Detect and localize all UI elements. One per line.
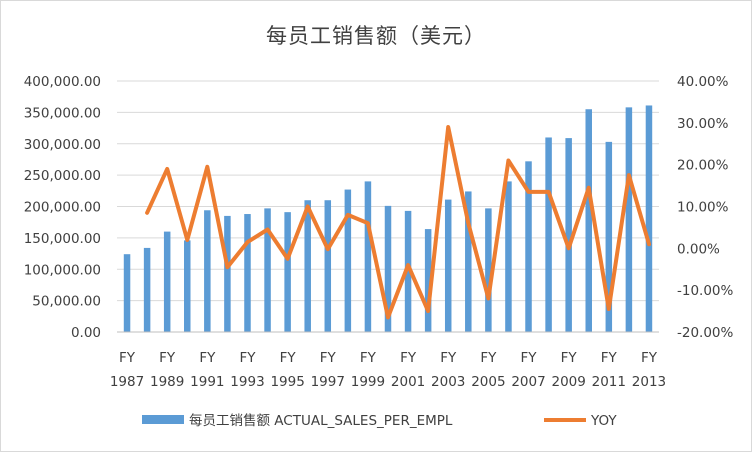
x-tick-label: FY 2001 [391,350,425,390]
bar [364,181,372,332]
bar [264,208,271,332]
x-tick-label: FY 1999 [351,350,385,390]
x-tick-label-line2: 2013 [632,374,666,390]
y-right-tick-label: 0.00% [677,241,720,257]
y-axis-right: -20.00% -10.00% 0.00% 10.00% 20.00% 30.00% 40.… [677,74,734,341]
bar [123,254,131,332]
y-left-tick-label: 400,000.00 [24,74,101,90]
y-right-tick-label: -10.00% [677,283,734,299]
yoy-line [145,125,651,320]
x-tick-label-line1: FY [280,350,297,366]
x-tick-label: FY 1995 [270,350,304,390]
bar [344,189,352,332]
x-tick-label-line1: FY [320,350,337,366]
bar [545,137,552,332]
bar [204,210,211,332]
bar [404,210,412,332]
x-tick-label-line1: FY [119,350,136,366]
x-tick-label: FY 2009 [551,350,585,390]
legend: 每员工销售额 ACTUAL_SALES_PER_EMPL YOY [142,413,617,429]
x-tick-label: FY 2003 [431,350,465,390]
bar [585,109,592,332]
x-tick-label-line1: FY [400,350,417,366]
x-tick-label-line1: FY [360,350,377,366]
bar [143,247,151,332]
y-left-tick-label: 250,000.00 [24,168,101,184]
x-tick-label-line2: 1997 [311,374,345,390]
bar [565,138,572,332]
x-tick-label-line1: FY [199,350,216,366]
y-right-tick-label: 10.00% [677,200,729,216]
bar [444,199,452,332]
y-right-tick-label: -20.00% [677,325,734,341]
x-axis: FY 1987 FY 1989 FY 1991 FY 1993 FY 1995 FY 1997 FY 19… [110,331,666,390]
bar [284,212,291,332]
bar [384,205,392,332]
x-tick-label-line2: 1993 [230,374,264,390]
bar [304,200,311,332]
legend-line-label: YOY [590,413,617,429]
legend-bar-swatch [142,415,184,424]
x-tick-label: FY 2005 [471,350,505,390]
bar [625,107,633,332]
y-left-tick-label: 50,000.00 [32,294,101,310]
x-tick-label: FY 1993 [230,350,264,390]
x-tick-label-line2: 2001 [391,374,425,390]
bar [163,231,171,332]
bar [224,215,231,332]
bar [244,214,251,332]
bar [485,208,492,332]
x-tick-label: FY 1989 [150,350,184,390]
line-series [145,125,651,320]
chart-title: 每员工销售额（美元） [266,24,486,48]
x-tick-label-line2: 2007 [511,374,545,390]
x-tick-label-line2: 1987 [110,374,144,390]
x-tick-label-line1: FY [521,350,538,366]
bar [424,229,432,332]
x-tick-label-line1: FY [239,350,256,366]
y-axis-left: 0.00 50,000.00 100,000.00 150,000.00 200,000… [24,74,101,341]
x-tick-label-line1: FY [641,350,658,366]
bar [525,161,532,332]
bar [465,191,472,332]
y-left-tick-label: 300,000.00 [24,137,101,153]
x-tick-label-line1: FY [480,350,497,366]
x-tick-label-line2: 2005 [471,374,505,390]
x-tick-label: FY 1987 [110,350,144,390]
x-tick-label-line2: 2003 [431,374,465,390]
x-tick-label-line1: FY [159,350,176,366]
legend-bar-label: 每员工销售额 ACTUAL_SALES_PER_EMPL [189,413,453,429]
bar [184,240,191,332]
y-left-tick-label: 350,000.00 [24,105,101,121]
x-tick-label-line1: FY [561,350,578,366]
x-tick-label: FY 2007 [511,350,545,390]
x-tick-label-line2: 1989 [150,374,184,390]
x-tick-label-line1: FY [601,350,618,366]
y-right-tick-label: 20.00% [677,158,729,174]
bar [605,141,613,332]
x-tick-label-line1: FY [440,350,457,366]
bar [324,200,332,332]
y-left-tick-label: 100,000.00 [24,262,101,278]
y-left-tick-label: 150,000.00 [24,231,101,247]
x-tick-label: FY 1997 [311,350,345,390]
x-tick-label: FY 2011 [592,350,626,390]
x-tick-label-line2: 1995 [270,374,304,390]
x-tick-label: FY 1991 [190,350,224,390]
x-tick-label-line2: 2009 [551,374,585,390]
y-right-tick-label: 40.00% [677,74,729,90]
bar [645,105,653,332]
x-tick-label-line2: 2011 [592,374,626,390]
y-right-tick-label: 30.00% [677,116,729,132]
x-tick-label: FY 2013 [632,350,666,390]
x-tick-label-line2: 1999 [351,374,385,390]
x-tick-label-line2: 1991 [190,374,224,390]
bar [505,181,512,332]
y-left-tick-label: 200,000.00 [24,200,101,216]
y-left-tick-label: 0.00 [71,325,101,341]
bar-series [123,105,653,332]
